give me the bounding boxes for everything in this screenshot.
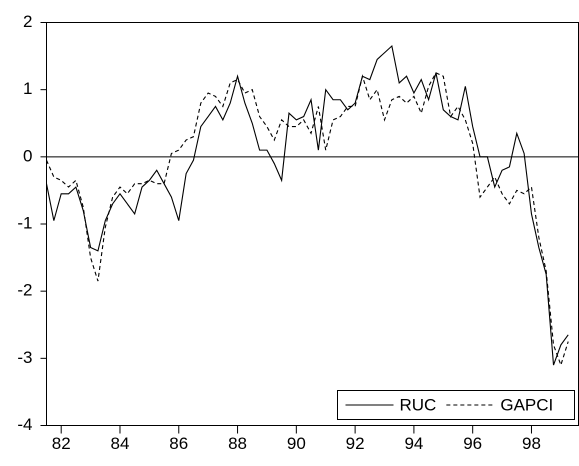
x-tick-label: 98 (522, 434, 541, 453)
x-tick-label: 92 (346, 434, 365, 453)
series-line (45, 72, 569, 367)
legend-label: GAPCI (500, 395, 553, 414)
x-tick-label: 88 (228, 434, 247, 453)
x-tick-label: 94 (404, 434, 423, 453)
x-tick-label: 82 (52, 434, 71, 453)
x-tick-label: 86 (169, 434, 188, 453)
plot-frame (46, 22, 579, 426)
y-tick-label: -3 (17, 348, 32, 367)
y-tick-label: -2 (17, 281, 32, 300)
legend-label: RUC (400, 395, 437, 414)
y-tick-label: 2 (23, 12, 32, 31)
series-line (45, 44, 569, 366)
y-tick-label: 1 (23, 79, 32, 98)
y-tick-label: 0 (23, 146, 32, 165)
x-tick-label: 84 (111, 434, 130, 453)
x-tick-label: 96 (463, 434, 482, 453)
y-tick-label: -4 (17, 415, 32, 434)
y-tick-label: -1 (17, 213, 32, 232)
x-tick-label: 90 (287, 434, 306, 453)
